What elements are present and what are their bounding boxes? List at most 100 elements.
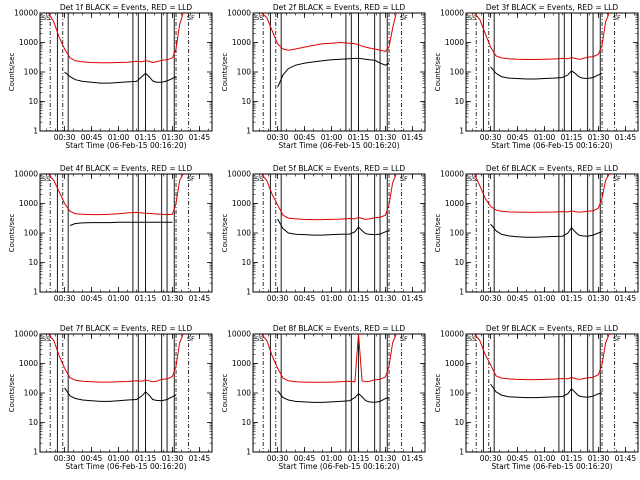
x-tick-label: 01:30 xyxy=(375,454,397,463)
x-tick-label: 01:15 xyxy=(348,133,370,142)
series-line-events xyxy=(277,218,390,236)
series-group xyxy=(47,13,184,84)
marker-label: SS xyxy=(468,335,476,343)
x-tick-label: 01:45 xyxy=(615,133,637,142)
y-tick-label: 1000 xyxy=(19,359,38,368)
y-tick-label: 1000 xyxy=(445,38,464,47)
x-tick-label: 00:45 xyxy=(507,294,529,303)
series-group xyxy=(473,174,610,238)
y-tick-label: 10000 xyxy=(227,170,251,179)
series-group xyxy=(48,174,184,226)
y-tick-label: 1000 xyxy=(445,199,464,208)
x-tick-label: 01:45 xyxy=(189,454,211,463)
x-tick-label: 01:45 xyxy=(189,133,211,142)
y-axis-label: Counts/sec xyxy=(434,53,442,92)
marker-label: SF xyxy=(187,335,195,343)
x-tick-label: 00:45 xyxy=(507,454,529,463)
y-tick-label: 100 xyxy=(450,68,465,77)
panel-title: Det 3f BLACK = Events, RED = LLD xyxy=(486,3,619,12)
panel-title: Det 1f BLACK = Events, RED = LLD xyxy=(60,3,193,12)
marker-label: SF xyxy=(613,175,621,183)
plot-frame xyxy=(252,12,426,132)
x-tick-label: 00:30 xyxy=(480,294,502,303)
plot-frame xyxy=(39,333,213,453)
x-tick-label: 00:45 xyxy=(294,454,316,463)
marker-label: SF xyxy=(400,335,408,343)
panel-det-9: Det 9f BLACK = Events, RED = LLD 1 10 100 10… xyxy=(434,324,639,471)
y-tick-label: 1 xyxy=(246,288,251,297)
x-tick-label: 00:30 xyxy=(54,294,76,303)
marker-label: SF xyxy=(187,175,195,183)
y-tick-label: 100 xyxy=(237,389,252,398)
y-tick-label: 1 xyxy=(459,448,464,457)
x-tick-label: 01:15 xyxy=(135,294,157,303)
plot-frame xyxy=(252,173,426,293)
y-tick-label: 100 xyxy=(24,229,39,238)
series-line-lld xyxy=(261,334,397,383)
plot-frame xyxy=(39,12,213,132)
y-tick-label: 10 xyxy=(241,418,251,427)
x-axis-label: Start Time (06-Feb-15 00:16:20) xyxy=(65,141,186,150)
series-group xyxy=(261,13,397,88)
series-group xyxy=(474,13,610,80)
series-line-lld xyxy=(48,174,184,216)
marker-label: SF xyxy=(613,335,621,343)
y-tick-label: 1 xyxy=(246,127,251,136)
x-tick-label: 00:45 xyxy=(81,294,103,303)
x-tick-label: 01:45 xyxy=(402,294,424,303)
x-tick-label: 01:30 xyxy=(588,294,610,303)
series-line-lld xyxy=(48,334,184,383)
series-group xyxy=(261,174,397,236)
x-tick-label: 00:45 xyxy=(294,133,316,142)
y-tick-label: 10000 xyxy=(227,330,251,339)
marker-label: SS xyxy=(42,175,50,183)
series-line-events xyxy=(64,387,177,402)
y-tick-label: 10000 xyxy=(14,330,38,339)
x-axis-label: Start Time (06-Feb-15 00:16:20) xyxy=(278,462,399,471)
marker-label: SS xyxy=(42,14,50,22)
y-tick-label: 10 xyxy=(241,258,251,267)
y-axis-label: Counts/sec xyxy=(221,53,229,92)
panel-title: Det 9f BLACK = Events, RED = LLD xyxy=(486,324,619,333)
x-tick-label: 01:00 xyxy=(108,294,130,303)
x-tick-label: 01:00 xyxy=(321,454,343,463)
panel-title: Det 5f BLACK = Events, RED = LLD xyxy=(273,164,406,173)
x-tick-label: 00:30 xyxy=(267,454,289,463)
y-tick-label: 1 xyxy=(33,127,38,136)
x-tick-label: 01:45 xyxy=(402,454,424,463)
series-group xyxy=(474,334,610,399)
y-axis-label: Counts/sec xyxy=(8,374,16,413)
y-tick-label: 10 xyxy=(454,97,464,106)
series-group xyxy=(261,334,397,403)
x-tick-label: 01:00 xyxy=(321,133,343,142)
y-tick-label: 10 xyxy=(241,97,251,106)
panel-det-7: Det 7f BLACK = Events, RED = LLD 1 10 100 10… xyxy=(8,324,213,471)
y-tick-label: 10000 xyxy=(14,9,38,18)
x-tick-label: 00:45 xyxy=(81,133,103,142)
x-axis-label: Start Time (06-Feb-15 00:16:20) xyxy=(491,141,612,150)
x-tick-label: 01:00 xyxy=(108,133,130,142)
x-tick-label: 01:15 xyxy=(348,454,370,463)
x-tick-label: 01:00 xyxy=(534,294,556,303)
panel-det-8: Det 8f BLACK = Events, RED = LLD 1 10 100 10… xyxy=(221,324,426,471)
y-axis-label: Counts/sec xyxy=(8,53,16,92)
x-tick-label: 01:15 xyxy=(561,454,583,463)
x-tick-label: 01:00 xyxy=(108,454,130,463)
y-tick-label: 10000 xyxy=(440,9,464,18)
x-tick-label: 00:30 xyxy=(267,133,289,142)
marker-label: SF xyxy=(400,175,408,183)
y-tick-label: 100 xyxy=(24,389,39,398)
x-tick-label: 01:30 xyxy=(162,294,184,303)
y-tick-label: 10 xyxy=(28,97,38,106)
x-tick-label: 01:15 xyxy=(561,294,583,303)
marker-label: SF xyxy=(400,14,408,22)
panel-title: Det 6f BLACK = Events, RED = LLD xyxy=(486,164,619,173)
series-line-events xyxy=(69,221,173,226)
x-tick-label: 00:45 xyxy=(81,454,103,463)
x-tick-label: 01:00 xyxy=(534,454,556,463)
x-tick-label: 00:30 xyxy=(54,454,76,463)
series-line-lld xyxy=(473,174,610,213)
y-tick-label: 1000 xyxy=(445,359,464,368)
marker-label: SS xyxy=(255,335,263,343)
